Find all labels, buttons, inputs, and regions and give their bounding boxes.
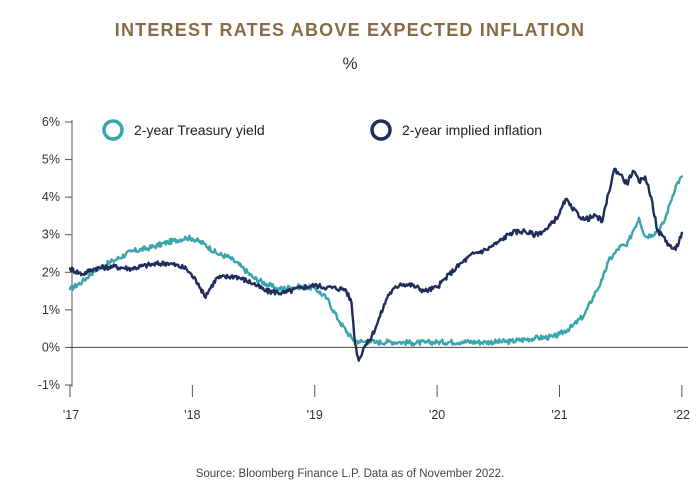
series-line-treasury-yield [68, 175, 684, 347]
legend-marker-treasury-yield [102, 119, 124, 141]
chart-title: INTEREST RATES ABOVE EXPECTED INFLATION [114, 20, 586, 40]
y-tick-label: 4% [42, 190, 60, 204]
y-tick-label: -1% [38, 378, 60, 392]
y-tick-label: 0% [42, 340, 60, 354]
y-tick-label: 1% [42, 303, 60, 317]
legend: 2-year Treasury yield 2-year implied infl… [102, 119, 542, 141]
x-tick-label: '21 [551, 408, 567, 422]
x-tick-label: '17 [63, 408, 79, 422]
y-tick-label: 3% [42, 228, 60, 242]
source-note: Source: Bloomberg Finance L.P. Data as o… [195, 468, 505, 480]
chart-unit-label: % [342, 54, 358, 73]
legend-label-implied-inflation: 2-year implied inflation [402, 122, 542, 138]
y-tick-label: 5% [42, 153, 60, 167]
x-tick-label: '22 [674, 408, 690, 422]
legend-label-treasury-yield: 2-year Treasury yield [134, 122, 265, 138]
series-line-implied-inflation [68, 167, 684, 362]
y-tick-label: 2% [42, 265, 60, 279]
legend-marker-implied-inflation [370, 119, 392, 141]
series-lines [68, 167, 684, 362]
x-tick-label: '18 [184, 408, 200, 422]
axes: 6% 5% 4% 3% 2% 1% 0% -1% '17 '18 '19 '20 '21 '22 [38, 115, 690, 422]
x-tick-label: '20 [429, 408, 445, 422]
y-tick-label: 6% [42, 115, 60, 129]
x-tick-label: '19 [307, 408, 323, 422]
